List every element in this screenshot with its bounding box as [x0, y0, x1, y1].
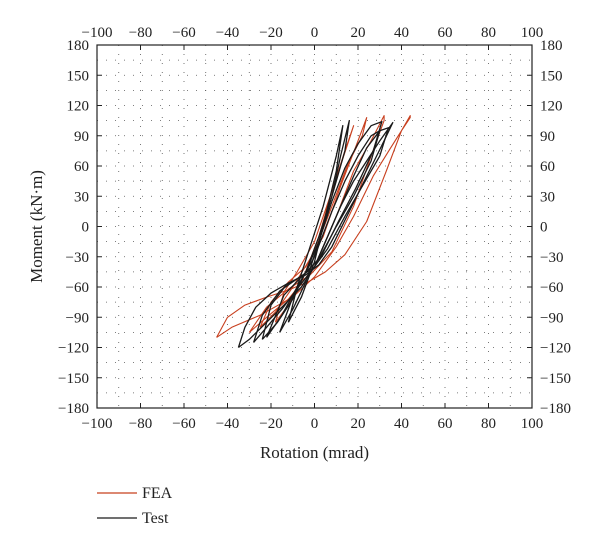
y-tick-label-left: −150: [58, 371, 89, 387]
x-tick-label-bottom: 0: [311, 416, 319, 432]
x-tick-label-bottom: 20: [351, 416, 366, 432]
x-tick-label-top: −60: [172, 25, 195, 41]
y-axis-title: Moment (kN·m): [27, 170, 46, 283]
y-tick-label-right: −180: [540, 401, 571, 417]
x-tick-label-bottom: −60: [172, 416, 195, 432]
y-tick-label-right: −30: [540, 250, 563, 266]
y-tick-label-left: 60: [74, 159, 89, 175]
y-tick-label-right: −120: [540, 341, 571, 357]
y-tick-label-right: 180: [540, 38, 563, 54]
y-tick-label-right: 30: [540, 189, 555, 205]
x-tick-label-top: 0: [311, 25, 319, 41]
legend-label-fea: FEA: [142, 485, 173, 502]
x-tick-label-top: −40: [216, 25, 239, 41]
series-test: [237, 119, 394, 349]
series-test-loop: [287, 125, 344, 323]
y-tick-label-left: −120: [58, 341, 89, 357]
grid: [97, 45, 532, 408]
x-tick-label-top: −100: [82, 25, 113, 41]
x-tick-label-top: 80: [481, 25, 496, 41]
y-tick-label-right: 60: [540, 159, 555, 175]
x-tick-label-bottom: −100: [82, 416, 113, 432]
y-tick-label-right: 90: [540, 129, 555, 145]
y-tick-label-left: 30: [74, 189, 89, 205]
x-tick-label-bottom: −80: [129, 416, 152, 432]
y-tick-label-left: −30: [66, 250, 89, 266]
x-tick-label-bottom: 40: [394, 416, 409, 432]
x-tick-label-bottom: 60: [438, 416, 453, 432]
axis-ticks: −100 −100 −80 −80 −60 −60 −40 −40 −20 −20 0 0 20 20 40…: [58, 25, 571, 432]
x-tick-label-bottom: 100: [521, 416, 544, 432]
series-fea-loop: [248, 115, 385, 333]
y-tick-label-left: 0: [82, 220, 90, 236]
y-tick-label-left: 150: [67, 68, 90, 84]
y-tick-label-left: 90: [74, 129, 89, 145]
series-test-loop: [261, 120, 383, 340]
x-tick-label-top: 100: [521, 25, 544, 41]
x-axis-title: Rotation (mrad): [260, 443, 369, 462]
series-lines: [216, 115, 411, 349]
x-tick-label-bottom: 80: [481, 416, 496, 432]
x-tick-label-top: 60: [438, 25, 453, 41]
y-tick-label-left: 180: [67, 38, 90, 54]
y-tick-label-left: −90: [66, 310, 89, 326]
series-fea-loop: [274, 125, 355, 323]
x-tick-label-top: −20: [259, 25, 282, 41]
x-tick-label-bottom: −20: [259, 416, 282, 432]
legend-label-test: Test: [142, 510, 169, 527]
y-tick-label-right: 0: [540, 220, 548, 236]
y-tick-label-right: −90: [540, 310, 563, 326]
series-test-loop: [237, 121, 394, 349]
x-tick-label-bottom: −40: [216, 416, 239, 432]
legend: FEA Test: [97, 485, 173, 527]
y-tick-label-left: −180: [58, 401, 89, 417]
y-tick-label-right: −150: [540, 371, 571, 387]
y-tick-label-right: −60: [540, 280, 563, 296]
y-tick-label-left: 120: [67, 99, 90, 115]
y-tick-label-left: −60: [66, 280, 89, 296]
y-tick-label-right: 120: [540, 99, 563, 115]
x-tick-label-top: −80: [129, 25, 152, 41]
x-tick-label-top: 20: [351, 25, 366, 41]
y-tick-label-right: 150: [540, 68, 563, 84]
x-tick-label-top: 40: [394, 25, 409, 41]
